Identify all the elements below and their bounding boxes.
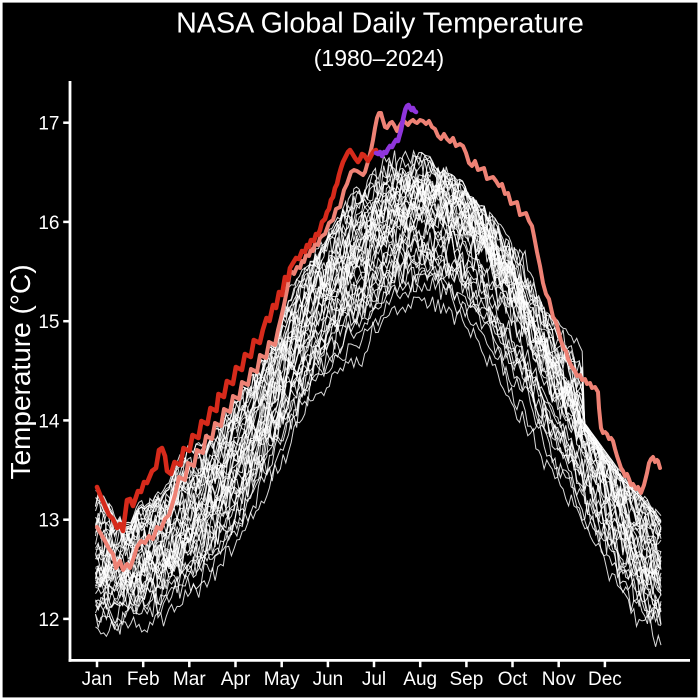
svg-text:Sep: Sep (449, 669, 483, 690)
svg-text:Aug: Aug (403, 669, 437, 690)
svg-text:Apr: Apr (221, 669, 251, 690)
svg-text:13: 13 (38, 511, 59, 532)
svg-text:Feb: Feb (127, 669, 160, 690)
svg-text:May: May (264, 669, 300, 690)
svg-text:Dec: Dec (588, 669, 622, 690)
svg-text:12: 12 (38, 610, 59, 631)
svg-text:14: 14 (38, 411, 60, 432)
svg-text:16: 16 (38, 213, 59, 234)
svg-text:Jan: Jan (82, 669, 113, 690)
svg-text:(1980–2024): (1980–2024) (314, 45, 444, 71)
svg-text:Oct: Oct (498, 669, 528, 690)
svg-text:Temperature (°C): Temperature (°C) (5, 264, 36, 479)
svg-text:15: 15 (38, 312, 59, 333)
svg-text:Jun: Jun (313, 669, 344, 690)
svg-text:17: 17 (38, 114, 59, 135)
svg-text:Nov: Nov (542, 669, 576, 690)
svg-text:Jul: Jul (362, 669, 386, 690)
svg-text:Mar: Mar (173, 669, 206, 690)
svg-text:NASA Global Daily Temperature: NASA Global Daily Temperature (176, 8, 584, 40)
